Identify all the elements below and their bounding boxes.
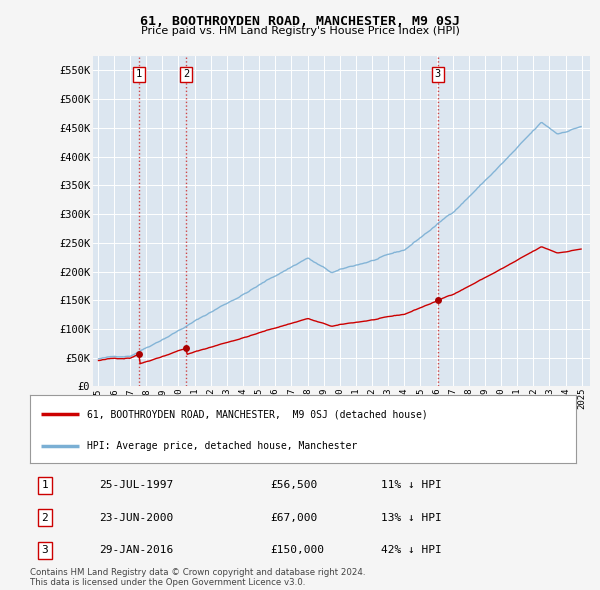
Text: 42% ↓ HPI: 42% ↓ HPI [381,545,442,555]
Text: 23-JUN-2000: 23-JUN-2000 [99,513,173,523]
Text: Price paid vs. HM Land Registry's House Price Index (HPI): Price paid vs. HM Land Registry's House … [140,26,460,36]
Text: £150,000: £150,000 [270,545,324,555]
Text: Contains HM Land Registry data © Crown copyright and database right 2024.
This d: Contains HM Land Registry data © Crown c… [30,568,365,587]
Text: 3: 3 [41,545,49,555]
Text: 1: 1 [136,70,142,80]
Text: 25-JUL-1997: 25-JUL-1997 [99,480,173,490]
Text: £56,500: £56,500 [270,480,317,490]
Text: 61, BOOTHROYDEN ROAD, MANCHESTER, M9 0SJ: 61, BOOTHROYDEN ROAD, MANCHESTER, M9 0SJ [140,15,460,28]
Text: 29-JAN-2016: 29-JAN-2016 [99,545,173,555]
Text: £67,000: £67,000 [270,513,317,523]
Text: 1: 1 [41,480,49,490]
Text: 2: 2 [183,70,189,80]
Text: 2: 2 [41,513,49,523]
Text: 13% ↓ HPI: 13% ↓ HPI [381,513,442,523]
Text: 3: 3 [434,70,441,80]
Text: 61, BOOTHROYDEN ROAD, MANCHESTER,  M9 0SJ (detached house): 61, BOOTHROYDEN ROAD, MANCHESTER, M9 0SJ… [88,409,428,419]
Text: 11% ↓ HPI: 11% ↓ HPI [381,480,442,490]
Text: HPI: Average price, detached house, Manchester: HPI: Average price, detached house, Manc… [88,441,358,451]
